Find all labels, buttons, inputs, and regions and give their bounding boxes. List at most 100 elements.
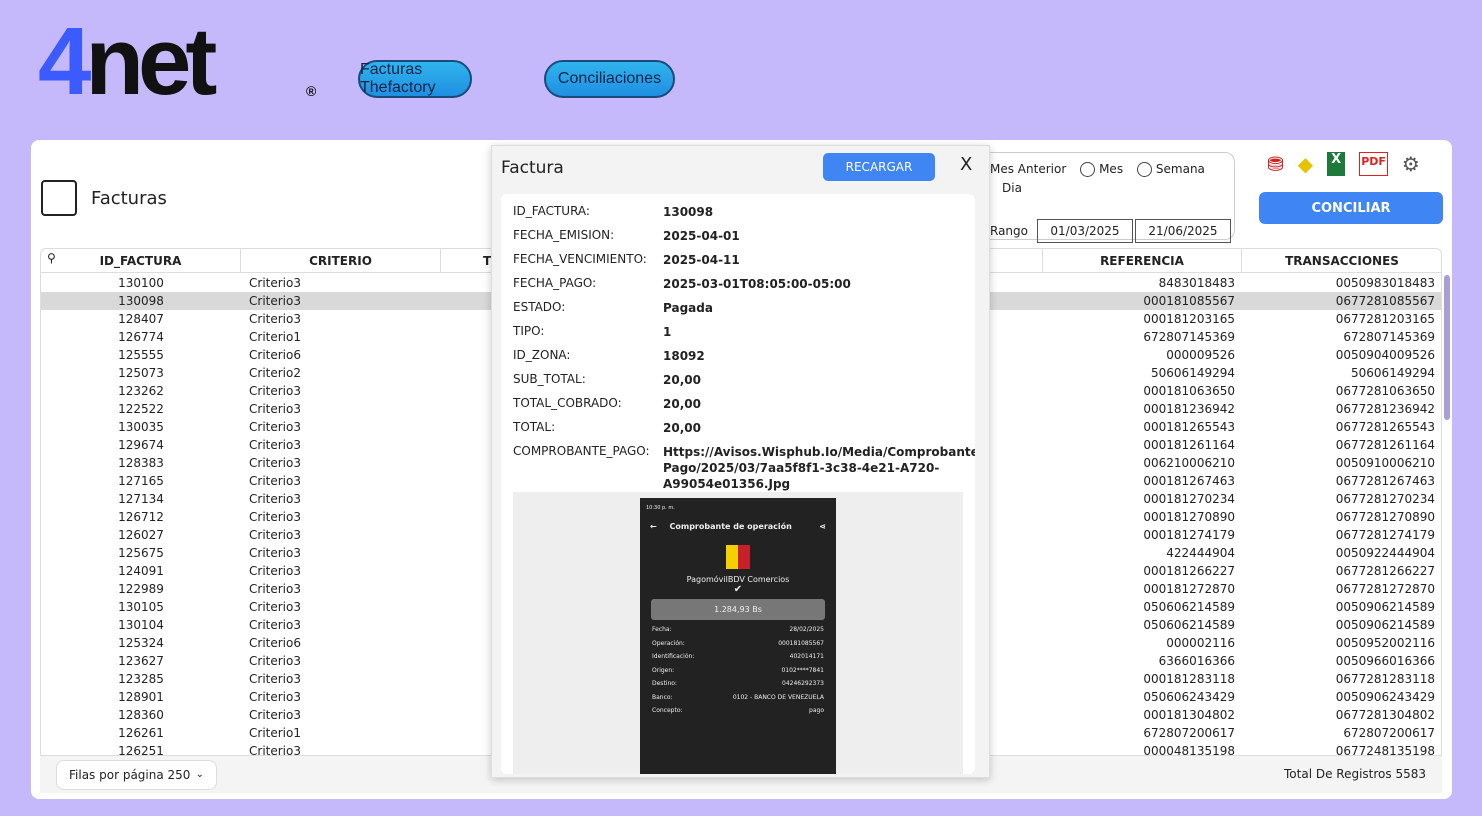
excel-icon[interactable]: X <box>1327 152 1346 176</box>
table-row[interactable]: 126251 Criterio3 000048135198 0677248135198 <box>41 742 1441 760</box>
table-row[interactable]: 130104 Criterio3 050606214589 0050906214589 <box>41 616 1441 634</box>
cell-transacciones: 0677281261164 <box>1335 438 1435 452</box>
radio-semana-label: Semana <box>1155 162 1205 176</box>
cell-criterio: Criterio3 <box>249 690 301 704</box>
cell-criterio: Criterio3 <box>249 312 301 326</box>
table-row[interactable]: 130105 Criterio3 050606214589 0050906214589 <box>41 598 1441 616</box>
nav-conciliaciones[interactable]: Conciliaciones <box>544 60 675 98</box>
receipt-app: PagomóvilBDV Comercios <box>686 575 790 584</box>
recargar-button[interactable]: RECARGAR <box>823 153 935 181</box>
pdf-icon[interactable]: PDF <box>1359 152 1388 176</box>
cell-transacciones: 0050904009526 <box>1335 348 1435 362</box>
cell-id: 123627 <box>118 654 164 668</box>
table-row[interactable]: 122989 Criterio3 000181272870 0677281272870 <box>41 580 1441 598</box>
search-icon[interactable]: ⚲ <box>47 251 56 265</box>
table-row[interactable]: 124091 Criterio3 000181266227 0677281266227 <box>41 562 1441 580</box>
cell-referencia: 000181267463 <box>1143 474 1235 488</box>
table-row[interactable]: 130100 Criterio3 8483018483 0050983018483 <box>41 274 1441 292</box>
cell-criterio: Criterio3 <box>249 276 301 290</box>
table-row[interactable]: 128407 Criterio3 000181203165 0677281203165 <box>41 310 1441 328</box>
cell-criterio: Criterio3 <box>249 294 301 308</box>
field-value: 2025-04-01 <box>663 229 740 243</box>
cell-transacciones: 0050906214589 <box>1335 618 1435 632</box>
col-criterio[interactable]: CRITERIO <box>241 249 441 273</box>
close-button[interactable]: X <box>960 154 973 175</box>
table-row[interactable]: 128383 Criterio3 006210006210 0050910006210 <box>41 454 1441 472</box>
cell-id: 123262 <box>118 384 164 398</box>
field-value: 2025-04-11 <box>663 253 740 267</box>
facturas-table: ⚲ ID_FACTURA CRITERIO T REFERENCIA TRANS… <box>40 248 1442 793</box>
cell-id: 126774 <box>118 330 164 344</box>
cell-id: 124091 <box>118 564 164 578</box>
table-row[interactable]: 128360 Criterio3 000181304802 0677281304802 <box>41 706 1441 724</box>
table-row[interactable]: 122522 Criterio3 000181236942 0677281236942 <box>41 400 1441 418</box>
radio-mes[interactable] <box>1080 162 1096 177</box>
rango-label: Rango <box>990 224 1028 238</box>
cell-criterio: Criterio3 <box>249 654 301 668</box>
table-row[interactable]: 125324 Criterio6 000002116 0050952002116 <box>41 634 1441 652</box>
table-row[interactable]: 125073 Criterio2 50606149294 50606149294 <box>41 364 1441 382</box>
cell-criterio: Criterio3 <box>249 618 301 632</box>
cell-criterio: Criterio3 <box>249 744 301 758</box>
rows-per-page-select[interactable]: Filas por página 250 ⌄ <box>56 760 217 790</box>
receipt-time: 10:30 p. m. <box>646 505 675 511</box>
cell-transacciones: 0677248135198 <box>1335 744 1435 758</box>
gear-icon[interactable]: ⚙ <box>1401 152 1420 176</box>
cell-criterio: Criterio3 <box>249 546 301 560</box>
share-icon: ⋖ <box>819 522 826 531</box>
cell-criterio: Criterio1 <box>249 726 301 740</box>
col-referencia[interactable]: REFERENCIA <box>1042 249 1242 273</box>
cell-referencia: 000181265543 <box>1143 420 1235 434</box>
check-icon: ✔ <box>733 584 743 595</box>
radio-mes-anterior-label[interactable]: Mes Anterior <box>990 162 1067 176</box>
table-row[interactable]: 125675 Criterio3 422444904 0050922444904 <box>41 544 1441 562</box>
field-label: SUB_TOTAL: <box>513 372 586 386</box>
cell-referencia: 000181270890 <box>1143 510 1235 524</box>
field-value: 20,00 <box>663 373 701 387</box>
nav-facturas-thefactory[interactable]: Facturas Thefactory <box>358 60 472 98</box>
table-row[interactable]: 126774 Criterio1 672807145369 672807145369 <box>41 328 1441 346</box>
receipt-label: Banco: <box>652 693 673 701</box>
cell-criterio: Criterio3 <box>249 708 301 722</box>
table-row[interactable]: 126027 Criterio3 000181274179 0677281274179 <box>41 526 1441 544</box>
cell-referencia: 000048135198 <box>1143 744 1235 758</box>
col-id-factura[interactable]: ID_FACTURA <box>41 249 241 273</box>
table-row[interactable]: 129674 Criterio3 000181261164 0677281261164 <box>41 436 1441 454</box>
date-from-input[interactable]: 01/03/2025 <box>1037 219 1133 243</box>
table-scrollbar[interactable] <box>1444 275 1450 420</box>
cell-transacciones: 0050910006210 <box>1335 456 1435 470</box>
col-transacciones[interactable]: TRANSACCIONES <box>1285 254 1399 268</box>
receipt-row: Concepto: pago <box>640 707 836 721</box>
receipt-label: Identificación: <box>652 653 695 660</box>
receipt-label: Origen: <box>652 666 675 674</box>
bdv-icon[interactable]: ◆ <box>1297 152 1314 176</box>
cell-id: 122522 <box>118 402 164 416</box>
table-row[interactable]: 123262 Criterio3 000181063650 0677281063650 <box>41 382 1441 400</box>
cell-transacciones: 0677281283118 <box>1335 672 1435 686</box>
table-row[interactable]: 123627 Criterio3 6366016366 0050966016366 <box>41 652 1441 670</box>
cell-transacciones: 0677281304802 <box>1335 708 1435 722</box>
bank-icon[interactable]: ⛃ <box>1267 152 1284 176</box>
cell-id: 122989 <box>118 582 164 596</box>
table-row[interactable]: 127134 Criterio3 000181270234 0677281270234 <box>41 490 1441 508</box>
receipt-value: 28/02/2025 <box>789 626 824 633</box>
table-row[interactable]: 130035 Criterio3 000181265543 0677281265543 <box>41 418 1441 436</box>
cell-criterio: Criterio3 <box>249 492 301 506</box>
table-row[interactable]: 126712 Criterio3 000181270890 0677281270890 <box>41 508 1441 526</box>
cell-referencia: 050606214589 <box>1143 618 1235 632</box>
cell-id: 130035 <box>118 420 164 434</box>
table-row[interactable]: 127165 Criterio3 000181267463 0677281267463 <box>41 472 1441 490</box>
receipt-value: 0102 - BANCO DE VENEZUELA <box>732 693 824 701</box>
table-row[interactable]: 128901 Criterio3 050606243429 0050906243429 <box>41 688 1441 706</box>
table-row[interactable]: 126261 Criterio1 672807200617 672807200617 <box>41 724 1441 742</box>
cell-criterio: Criterio3 <box>249 528 301 542</box>
radio-dia[interactable]: Dia <box>1002 181 1022 195</box>
field-label: FECHA_VENCIMIENTO: <box>513 252 647 266</box>
cell-transacciones: 0050983018483 <box>1335 276 1435 290</box>
table-row[interactable]: 125555 Criterio6 000009526 0050904009526 <box>41 346 1441 364</box>
table-row[interactable]: 123285 Criterio3 000181283118 0677281283118 <box>41 670 1441 688</box>
field-value: 1 <box>663 325 672 339</box>
radio-semana[interactable] <box>1136 162 1152 177</box>
conciliar-button[interactable]: CONCILIAR <box>1259 192 1443 224</box>
date-to-input[interactable]: 21/06/2025 <box>1135 219 1231 243</box>
